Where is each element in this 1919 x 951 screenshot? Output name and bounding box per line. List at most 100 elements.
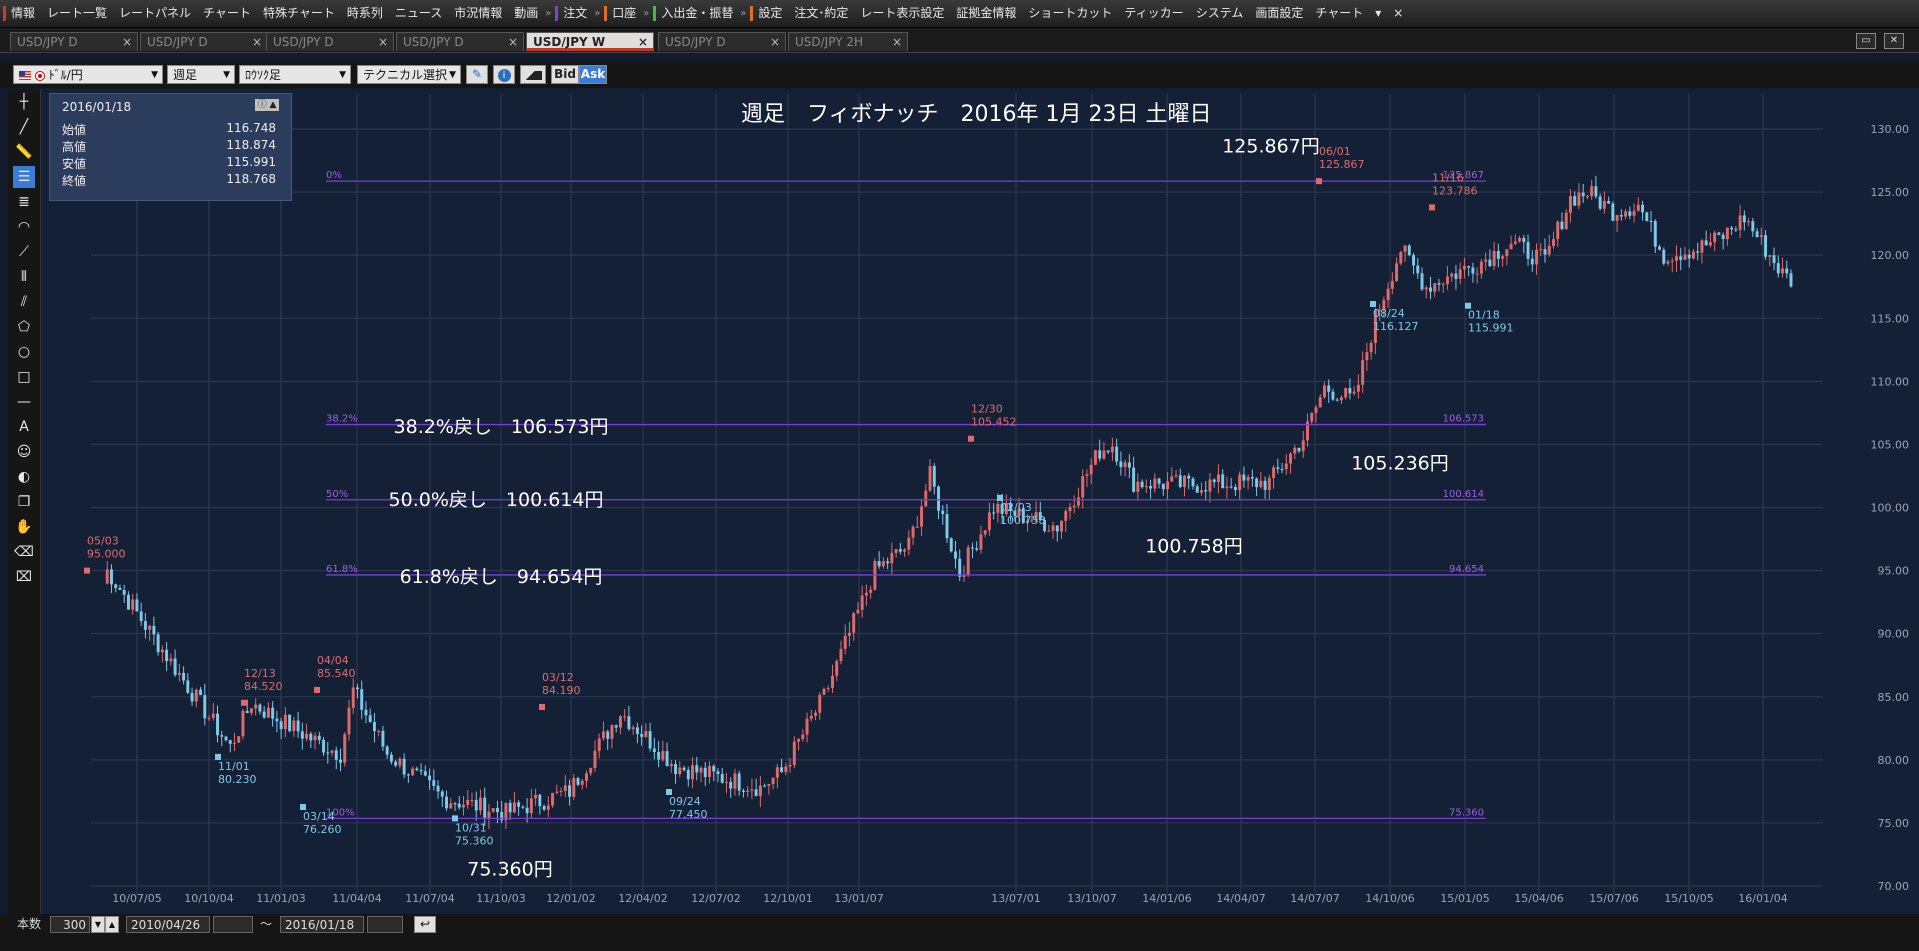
chart-type-select[interactable]: ﾛｳｿｸ足 ▼ — [239, 65, 351, 84]
fibonacci-retracement-tool[interactable]: ≣ — [13, 191, 35, 213]
icon-tool[interactable]: ☺ — [13, 441, 35, 463]
chart-toolbar: ﾄﾞﾙ/円 ▼ 週足 ▼ ﾛｳｿｸ足 ▼ テクニカル選択 ▼ ✎ i Bid A… — [0, 62, 1919, 88]
candle-body — [1615, 215, 1619, 221]
crosshair-tool[interactable]: ┼ — [13, 91, 35, 113]
time-zone-tool[interactable]: ⦀ — [13, 266, 35, 288]
close-tab-icon[interactable]: × — [637, 35, 648, 49]
candle-body — [941, 510, 945, 515]
menu-item-22[interactable]: システム — [1195, 6, 1244, 20]
close-tab-icon[interactable]: × — [251, 35, 262, 49]
close-window-button[interactable]: ✕ — [1884, 33, 1904, 49]
candle-body — [1662, 249, 1666, 264]
ruler-tool[interactable]: 📏 — [13, 141, 35, 163]
fibonacci-arc-tool[interactable]: ◠ — [13, 216, 35, 238]
bar-count-input[interactable]: 300 — [50, 916, 90, 933]
menu-item-25[interactable]: ▾ — [1375, 6, 1382, 20]
channel-tool[interactable]: ⫽ — [13, 291, 35, 313]
close-tab-icon[interactable]: × — [377, 35, 388, 49]
menu-item-2[interactable]: レートパネル — [119, 6, 192, 20]
menu-separator-chevron: » — [545, 8, 552, 19]
menu-item-24[interactable]: チャート — [1315, 6, 1364, 20]
close-tab-icon[interactable]: × — [507, 35, 518, 49]
candlestick-chart[interactable]: 130.00 125.00 120.00 115.00 110.00 105.00 100.… — [41, 89, 1919, 914]
bid-button[interactable]: Bid — [551, 65, 579, 84]
chart-tab-4[interactable]: USD/JPY W × — [526, 32, 654, 51]
currency-pair-select[interactable]: ﾄﾞﾙ/円 ▼ — [13, 65, 163, 84]
ask-button[interactable]: Ask — [579, 65, 607, 84]
candle-body — [932, 466, 936, 487]
candle-body — [1424, 287, 1428, 290]
refresh-button[interactable]: ↩ — [414, 916, 436, 933]
menu-item-4[interactable]: 特殊チャート — [262, 6, 335, 20]
candle-body — [1123, 462, 1127, 468]
text-tool[interactable]: A — [13, 416, 35, 438]
from-date-input[interactable]: 2010/04/26 — [126, 916, 210, 933]
chart-tab-2[interactable]: USD/JPY D × — [266, 32, 394, 51]
menu-item-19[interactable]: 証拠金情報 — [956, 6, 1017, 20]
info-toggle-button[interactable]: ⓘ ▲ — [255, 99, 279, 111]
close-tab-icon[interactable]: × — [121, 35, 132, 49]
from-time-input[interactable] — [213, 916, 253, 933]
menu-item-0[interactable]: 情報 — [0, 0, 41, 27]
menu-item-26[interactable]: × — [1393, 6, 1404, 20]
candle-body — [449, 803, 453, 809]
count-down-button[interactable]: ▼ — [91, 916, 105, 933]
copy-drawing-tool[interactable]: ❐ — [13, 491, 35, 513]
erase-tool[interactable]: ⌫ — [13, 541, 35, 563]
candle-body — [695, 765, 699, 773]
pen-tool-button[interactable]: ✎ — [466, 65, 488, 84]
circle-tool[interactable]: ○ — [13, 341, 35, 363]
to-time-input[interactable] — [367, 916, 403, 933]
x-tick-label: 12/01/02 — [546, 892, 595, 905]
chart-style-button[interactable] — [520, 65, 546, 84]
polygon-tool[interactable]: ⬠ — [13, 316, 35, 338]
count-up-button[interactable]: ▲ — [105, 916, 119, 933]
restore-window-button[interactable]: ▭ — [1856, 33, 1876, 49]
menu-item-3[interactable]: チャート — [203, 6, 251, 20]
horizontal-line-tool[interactable]: — — [13, 391, 35, 413]
menu-item-10[interactable]: 注文 — [552, 0, 593, 27]
candle-body — [411, 768, 415, 776]
menu-item-23[interactable]: 画面設定 — [1255, 6, 1304, 20]
hand-tool[interactable]: ✋ — [13, 516, 35, 538]
chart-tab-5[interactable]: USD/JPY D × — [658, 32, 786, 51]
menu-item-18[interactable]: レート表示設定 — [860, 6, 945, 20]
chart-tab-0[interactable]: USD/JPY D × — [10, 32, 138, 51]
menu-item-8[interactable]: 動画 — [514, 6, 539, 20]
candle-body — [809, 715, 813, 719]
rectangle-tool[interactable]: □ — [13, 366, 35, 388]
period-select[interactable]: 週足 ▼ — [167, 65, 235, 84]
to-date-input[interactable]: 2016/01/18 — [280, 916, 364, 933]
menu-item-7[interactable]: 市況情報 — [454, 6, 503, 20]
menu-item-1[interactable]: レート一覧 — [47, 6, 108, 20]
close-tab-icon[interactable]: × — [891, 35, 902, 49]
candle-body — [1276, 467, 1280, 470]
candle-body — [1687, 254, 1691, 259]
menu-item-14[interactable]: 入出金・振替 — [650, 0, 739, 27]
technical-select[interactable]: テクニカル選択 ▼ — [357, 65, 461, 84]
chart-tab-1[interactable]: USD/JPY D × — [140, 32, 268, 51]
chart-tab-3[interactable]: USD/JPY D × — [396, 32, 524, 51]
delete-drawing-tool[interactable]: ◐ — [13, 466, 35, 488]
candle-body — [1789, 273, 1793, 287]
menu-item-6[interactable]: ニュース — [394, 6, 443, 20]
chart-tab-6[interactable]: USD/JPY 2H × — [788, 32, 908, 51]
menu-item-20[interactable]: ショートカット — [1028, 6, 1113, 20]
candle-body — [1535, 249, 1539, 265]
menu-item-17[interactable]: 注文･約定 — [794, 6, 849, 20]
info-button[interactable]: i — [493, 65, 515, 84]
erase-all-tool[interactable]: ⌧ — [13, 566, 35, 588]
menu-item-5[interactable]: 時系列 — [346, 6, 383, 20]
horizontal-line-icon: — — [17, 394, 31, 410]
menu-item-21[interactable]: ティッカー — [1124, 6, 1184, 20]
chart-area[interactable]: 130.00 125.00 120.00 115.00 110.00 105.00 100.… — [41, 89, 1919, 914]
fibonacci-tool[interactable]: ☰ — [13, 166, 35, 188]
trendline-tool[interactable]: ╱ — [13, 116, 35, 138]
candle-body — [835, 661, 839, 676]
candle-body — [1407, 245, 1411, 256]
fan-tool[interactable]: ⟋ — [13, 241, 35, 263]
candle-body — [746, 790, 750, 793]
menu-item-16[interactable]: 設定 — [747, 0, 788, 27]
close-tab-icon[interactable]: × — [769, 35, 780, 49]
menu-item-12[interactable]: 口座 — [601, 0, 642, 27]
